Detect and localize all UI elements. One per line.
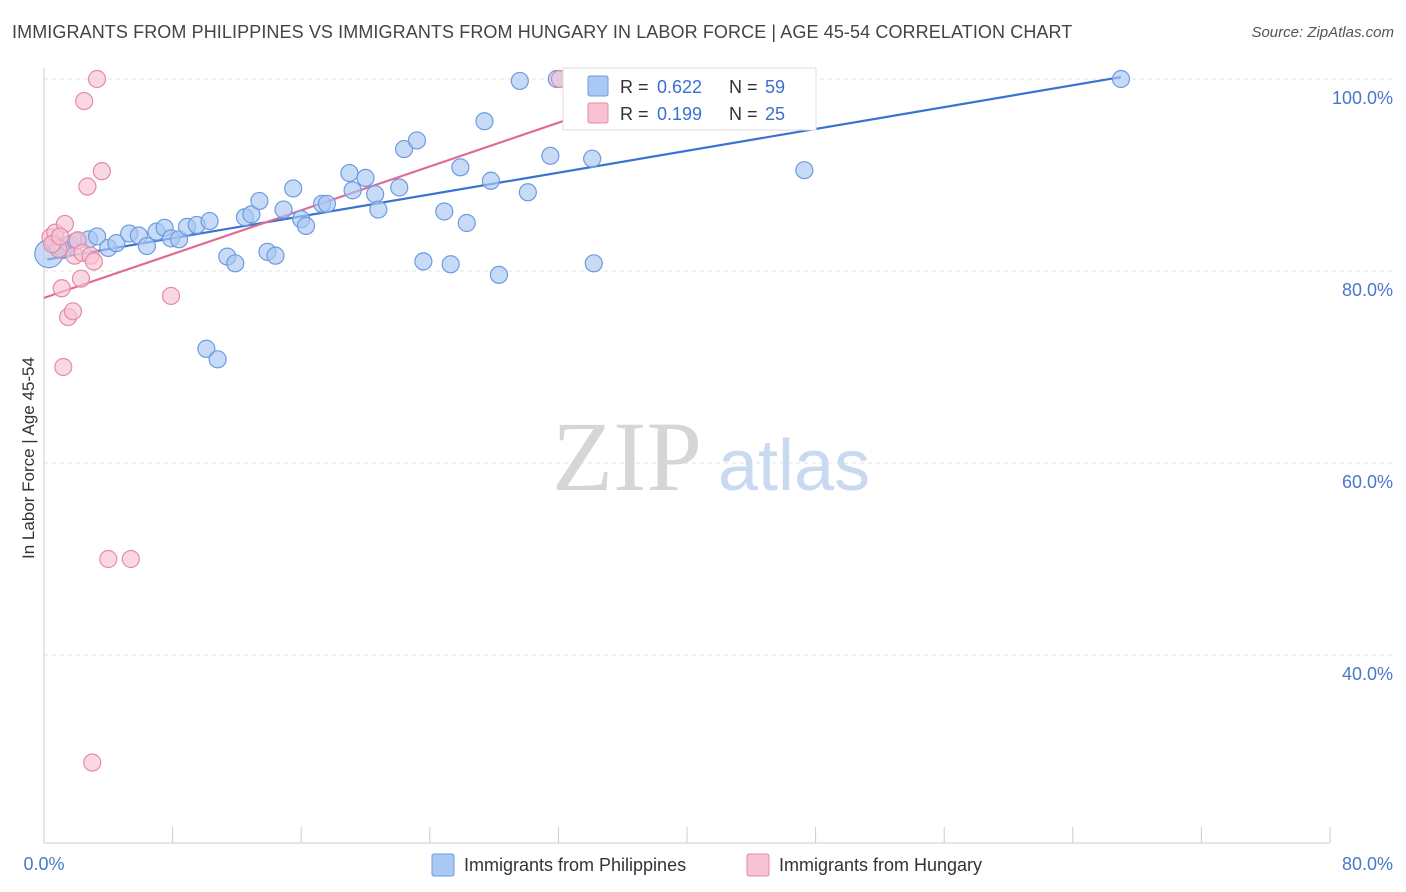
x-tick-label: 80.0% — [1342, 854, 1393, 874]
point-hungary — [75, 91, 94, 111]
x-tick-label: 0.0% — [23, 854, 64, 874]
point-hungary — [78, 177, 97, 196]
point-hungary — [121, 549, 140, 569]
point-philippines — [137, 236, 156, 256]
point-philippines — [795, 161, 814, 180]
legend-swatch-hungary[interactable] — [746, 853, 770, 877]
point-philippines — [340, 163, 359, 183]
point-philippines — [414, 252, 433, 271]
point-philippines — [541, 146, 560, 165]
stats-swatch-hungary — [587, 102, 609, 124]
legend: Immigrants from Philippines Immigrants f… — [431, 853, 982, 877]
point-philippines — [356, 168, 375, 187]
trendline-philippines — [47, 75, 1122, 261]
point-philippines — [369, 200, 388, 219]
point-philippines — [518, 183, 537, 202]
y-tick-label: 60.0% — [1342, 472, 1393, 492]
point-philippines — [510, 71, 529, 91]
legend-label-hungary[interactable]: Immigrants from Hungary — [779, 855, 982, 875]
point-philippines — [197, 339, 216, 358]
point-philippines — [394, 139, 414, 159]
y-axis-label: In Labor Force | Age 45-54 — [19, 357, 38, 559]
legend-swatch-philippines[interactable] — [431, 853, 455, 877]
point-hungary — [71, 269, 91, 288]
point-philippines — [266, 246, 285, 265]
point-hungary — [99, 549, 118, 569]
point-philippines — [343, 181, 362, 200]
point-philippines — [584, 254, 603, 273]
stats-r-label-philippines: R = — [620, 77, 649, 97]
watermark-zip: ZIP — [552, 401, 702, 512]
point-hungary — [84, 252, 103, 271]
grid-layer — [44, 78, 1392, 656]
stats-n-value-hungary: 25 — [765, 104, 785, 124]
point-philippines — [481, 171, 500, 190]
point-philippines — [274, 200, 293, 219]
point-philippines — [366, 185, 385, 204]
point-philippines — [200, 211, 219, 231]
point-hungary — [92, 162, 111, 181]
watermark-atlas: atlas — [718, 426, 870, 506]
stats-r-label-hungary: R = — [620, 104, 649, 124]
stats-r-value-philippines: 0.622 — [657, 77, 702, 97]
point-philippines — [107, 234, 126, 253]
point-hungary — [52, 279, 71, 298]
point-philippines — [208, 350, 227, 369]
point-philippines — [457, 213, 476, 233]
point-philippines — [489, 265, 509, 284]
legend-label-philippines[interactable]: Immigrants from Philippines — [464, 855, 686, 875]
chart-title: IMMIGRANTS FROM PHILIPPINES VS IMMIGRANT… — [12, 22, 1073, 42]
stats-box: R = 0.622 N = 59 R = 0.199 N = 25 — [562, 67, 817, 131]
point-hungary — [54, 357, 73, 377]
source-label: Source: ZipAtlas.com — [1251, 24, 1394, 41]
point-philippines — [390, 178, 409, 197]
x-tick-labels: 0.0% 80.0% — [23, 854, 1393, 874]
watermark: ZIP atlas — [552, 401, 870, 512]
point-philippines — [407, 131, 427, 150]
point-philippines — [317, 194, 337, 213]
point-philippines — [1111, 69, 1131, 89]
point-hungary — [50, 227, 70, 246]
stats-r-value-hungary: 0.199 — [657, 104, 702, 124]
y-tick-label: 100.0% — [1332, 88, 1393, 108]
point-philippines — [435, 202, 454, 221]
point-hungary — [63, 302, 83, 321]
stats-n-label-philippines: N = — [729, 77, 758, 97]
point-philippines — [226, 254, 245, 273]
point-philippines — [250, 191, 269, 211]
axes-layer — [43, 68, 1331, 844]
points-layer — [34, 69, 1131, 772]
point-hungary — [83, 753, 102, 772]
trend-layer — [43, 75, 1122, 299]
stats-n-value-philippines: 59 — [765, 77, 785, 97]
point-philippines — [475, 112, 494, 131]
point-philippines — [441, 255, 460, 274]
trendline-hungary — [43, 94, 640, 299]
y-tick-label: 40.0% — [1342, 664, 1393, 684]
point-philippines — [296, 216, 316, 235]
point-philippines — [451, 158, 470, 177]
point-philippines — [242, 205, 261, 224]
y-tick-labels: 100.0% 80.0% 60.0% 40.0% — [1332, 88, 1393, 684]
point-philippines — [87, 227, 107, 246]
point-hungary — [87, 69, 107, 89]
stats-swatch-philippines — [587, 75, 609, 97]
stats-n-label-hungary: N = — [729, 104, 758, 124]
y-tick-label: 80.0% — [1342, 280, 1393, 300]
point-hungary — [161, 286, 181, 306]
point-philippines — [284, 179, 303, 198]
point-philippines — [583, 149, 602, 168]
